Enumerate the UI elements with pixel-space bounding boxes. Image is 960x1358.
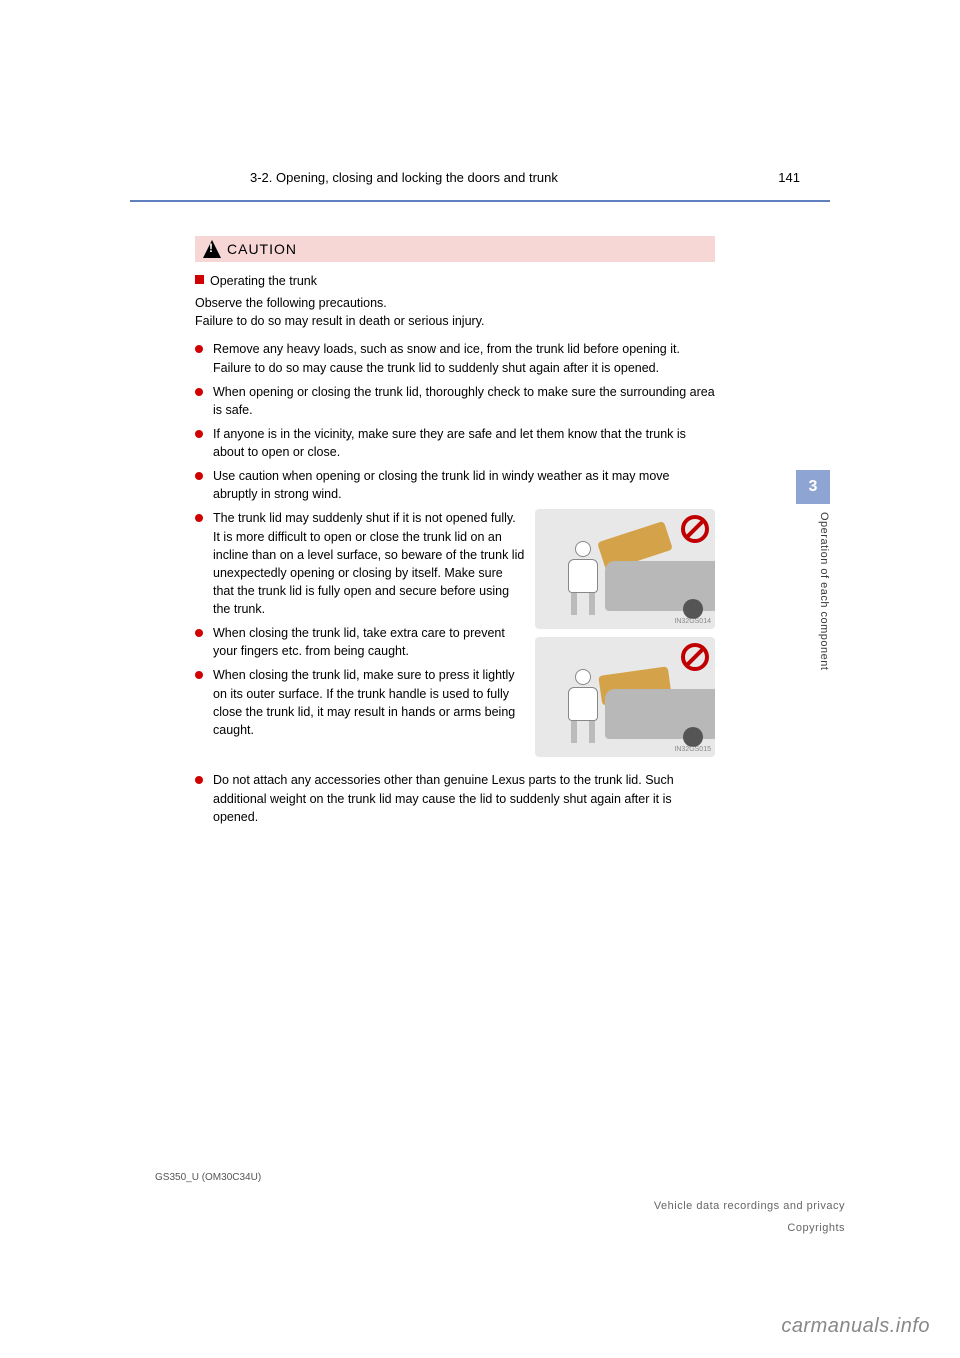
- image-id-label: IN32GS014: [674, 617, 711, 627]
- bullet-item: When closing the trunk lid, take extra c…: [195, 624, 525, 660]
- bullet-icon: [195, 430, 203, 438]
- bullet-icon: [195, 629, 203, 637]
- bullet-item: Remove any heavy loads, such as snow and…: [195, 340, 715, 376]
- caution-bar: CAUTION: [195, 236, 715, 262]
- bullet-text: When opening or closing the trunk lid, t…: [213, 383, 715, 419]
- section-title: Operating the trunk: [195, 272, 715, 290]
- bullet-text: If anyone is in the vicinity, make sure …: [213, 425, 715, 461]
- bullet-text: The trunk lid may suddenly shut if it is…: [213, 509, 525, 618]
- bullet-text: Use caution when opening or closing the …: [213, 467, 715, 503]
- bullet-item: Use caution when opening or closing the …: [195, 467, 715, 503]
- bullet-icon: [195, 388, 203, 396]
- illustration-trunk-hand: IN32GS015: [535, 637, 715, 757]
- footer-code: GS350_U (OM30C34U): [155, 1172, 261, 1183]
- bullet-text: Remove any heavy loads, such as snow and…: [213, 340, 715, 376]
- bullet-item: If anyone is in the vicinity, make sure …: [195, 425, 715, 461]
- person-figure: [561, 669, 605, 743]
- lead-text: Observe the following precautions. Failu…: [195, 294, 715, 330]
- prohibit-icon: [681, 643, 709, 671]
- chapter-side-label: Operation of each component: [796, 512, 830, 772]
- bullet-item: When opening or closing the trunk lid, t…: [195, 383, 715, 419]
- bullet-icon: [195, 776, 203, 784]
- bullet-item: Do not attach any accessories other than…: [195, 771, 715, 825]
- bullet-text: When closing the trunk lid, take extra c…: [213, 624, 525, 660]
- caution-label: CAUTION: [227, 241, 297, 257]
- illustration-column: IN32GS014 IN32GS015: [535, 509, 715, 765]
- bullet-text: When closing the trunk lid, make sure to…: [213, 666, 525, 739]
- image-id-label: IN32GS015: [674, 745, 711, 755]
- content-block: Operating the trunk Observe the followin…: [195, 272, 715, 832]
- page-number: 141: [778, 170, 800, 185]
- bullet-icon: [195, 671, 203, 679]
- warning-triangle-icon: [203, 240, 221, 258]
- watermark: carmanuals.info: [781, 1315, 930, 1338]
- chapter-tab: 3: [796, 470, 830, 504]
- section-title-text: Operating the trunk: [210, 274, 317, 288]
- bullet-icon: [195, 345, 203, 353]
- illustrated-row: The trunk lid may suddenly shut if it is…: [195, 509, 715, 765]
- copyright-text: Vehicle data recordings and privacy: [654, 1200, 845, 1212]
- section-path: 3-2. Opening, closing and locking the do…: [250, 170, 558, 185]
- copyright-owner: Copyrights: [787, 1222, 845, 1234]
- bullet-icon: [195, 514, 203, 522]
- person-figure: [561, 541, 605, 615]
- red-square-icon: [195, 275, 204, 284]
- bullet-item: The trunk lid may suddenly shut if it is…: [195, 509, 525, 618]
- bullet-icon: [195, 472, 203, 480]
- header-rule: [130, 200, 830, 202]
- prohibit-icon: [681, 515, 709, 543]
- bullet-item: When closing the trunk lid, make sure to…: [195, 666, 525, 739]
- illustration-trunk-head: IN32GS014: [535, 509, 715, 629]
- bullet-text: Do not attach any accessories other than…: [213, 771, 715, 825]
